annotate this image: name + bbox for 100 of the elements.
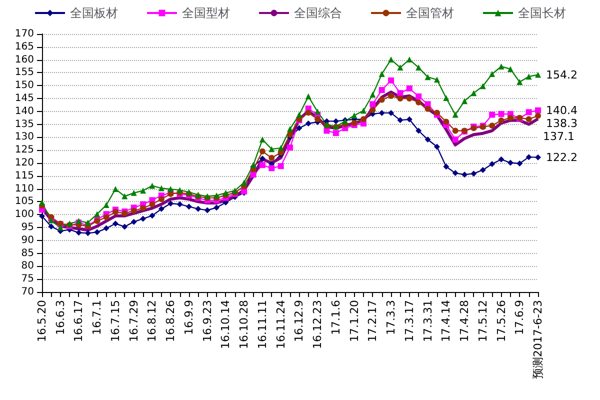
x-tick-label: 17.5.12 xyxy=(476,300,490,342)
point xyxy=(489,70,496,77)
x-tick-label: 16.8.12 xyxy=(146,300,159,342)
legend-label: 全国型材 xyxy=(182,6,230,20)
point xyxy=(434,76,440,83)
point xyxy=(287,126,293,132)
y-tick-label: 155 xyxy=(14,67,34,78)
point xyxy=(268,154,275,161)
point xyxy=(416,93,422,100)
y-tick-label: 105 xyxy=(14,196,34,208)
point xyxy=(103,202,110,208)
point xyxy=(388,92,394,99)
point xyxy=(332,130,339,136)
x-tick-label: 16.12.9 xyxy=(292,300,306,342)
y-tick-label: 75 xyxy=(21,274,34,285)
point xyxy=(296,125,302,132)
point xyxy=(57,224,64,230)
x-tick-label: 17.3.17 xyxy=(402,300,416,342)
point xyxy=(168,186,174,192)
point xyxy=(259,162,266,168)
point xyxy=(406,85,412,92)
point xyxy=(516,160,523,167)
point xyxy=(176,187,183,194)
point xyxy=(149,182,156,189)
point xyxy=(39,213,45,220)
y-tick-label: 125 xyxy=(14,144,34,156)
point xyxy=(462,98,468,104)
x-tick-label: 17.1.6 xyxy=(329,300,342,335)
point xyxy=(535,154,541,160)
point xyxy=(480,166,486,173)
point xyxy=(130,218,137,225)
x-tick-label: 17.3.3 xyxy=(384,300,398,335)
point xyxy=(452,170,458,176)
point xyxy=(287,132,293,138)
point xyxy=(489,161,496,168)
point xyxy=(140,188,146,194)
y-tick-label: 85 xyxy=(21,248,34,259)
legend-label: 全国管材 xyxy=(406,6,454,20)
x-tick-label: 预测2017-6-23 xyxy=(532,300,544,379)
point xyxy=(397,117,404,124)
x-tick-label: 16.12.23 xyxy=(311,300,324,349)
point xyxy=(158,206,164,212)
x-tick-label: 16.9.9 xyxy=(182,300,196,335)
y-tick-label: 90 xyxy=(21,234,34,246)
point xyxy=(122,193,128,200)
point xyxy=(507,114,514,121)
point xyxy=(268,146,275,152)
point xyxy=(370,101,376,108)
point xyxy=(526,109,532,116)
x-tick-label: 17.5.26 xyxy=(494,300,508,342)
point xyxy=(314,108,321,115)
data-label: 154.2 xyxy=(546,68,578,82)
y-tick-label: 165 xyxy=(14,41,34,52)
x-tick-label: 16.6.17 xyxy=(72,300,86,342)
point xyxy=(406,96,412,102)
point xyxy=(149,212,156,219)
legend-label: 全国长材 xyxy=(518,6,566,20)
x-tick-label: 16.8.26 xyxy=(164,300,178,342)
point xyxy=(214,204,220,211)
point xyxy=(278,163,284,170)
point xyxy=(507,160,514,166)
point xyxy=(149,201,156,208)
point xyxy=(370,107,376,114)
point xyxy=(158,196,164,202)
point xyxy=(287,144,293,151)
point xyxy=(130,190,137,196)
point xyxy=(314,116,321,122)
point xyxy=(39,199,45,206)
x-tick-label: 17.3.31 xyxy=(421,300,434,342)
data-label: 140.4 xyxy=(546,104,578,117)
y-tick-label: 115 xyxy=(14,170,34,182)
point xyxy=(526,116,532,122)
point xyxy=(94,211,100,218)
point xyxy=(296,112,302,118)
point xyxy=(397,90,404,96)
x-tick-label: 17.2.17 xyxy=(366,300,380,342)
point xyxy=(176,201,183,208)
point xyxy=(324,128,330,134)
point xyxy=(416,64,422,71)
point xyxy=(222,190,229,196)
x-tick-label: 16.9.23 xyxy=(200,300,214,342)
data-label: 137.1 xyxy=(543,130,575,143)
x-tick-label: 17.4.14 xyxy=(440,300,453,342)
y-tick-label: 135 xyxy=(14,118,34,130)
point xyxy=(397,64,404,71)
y-tick-label: 150 xyxy=(14,80,34,92)
point xyxy=(452,112,458,118)
point xyxy=(195,206,202,212)
point xyxy=(84,220,91,226)
y-tick-label: 120 xyxy=(14,158,34,168)
point xyxy=(112,186,118,192)
point xyxy=(443,94,450,101)
point xyxy=(250,172,256,178)
point xyxy=(416,128,422,134)
point xyxy=(112,220,118,227)
y-tick-label: 160 xyxy=(14,54,34,66)
point xyxy=(168,200,174,207)
y-tick-label: 170 xyxy=(14,28,34,40)
x-tick-label: 16.6.3 xyxy=(54,300,67,335)
point xyxy=(526,74,532,80)
